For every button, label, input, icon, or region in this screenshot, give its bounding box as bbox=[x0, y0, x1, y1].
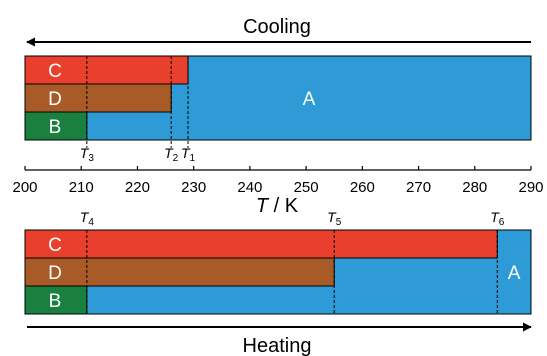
heating-phase-d-label: D bbox=[48, 263, 62, 284]
cooling-phase-c-label: C bbox=[48, 61, 62, 82]
transition-subscript: 3 bbox=[88, 153, 94, 164]
axis-tick-label: 270 bbox=[406, 179, 431, 196]
heating-phase-b-bar bbox=[24, 285, 88, 315]
transition-subscript: 1 bbox=[190, 153, 196, 164]
cooling-phase-d-label: D bbox=[48, 89, 62, 110]
heating-phase-c-label: C bbox=[48, 235, 62, 256]
cooling-phase-a-label: A bbox=[303, 89, 316, 110]
cooling-transition-label: T1 bbox=[181, 145, 196, 164]
cooling-panel-border bbox=[24, 55, 532, 141]
axis-tick-label: 210 bbox=[69, 179, 94, 196]
heating-phase-d-bar bbox=[24, 257, 335, 287]
cooling-phase-b-label: B bbox=[49, 117, 62, 138]
transition-subscript: 5 bbox=[336, 217, 342, 228]
heating-transition-label: T6 bbox=[490, 209, 505, 228]
transition-symbol: T bbox=[80, 209, 90, 225]
heating-panel-border bbox=[24, 229, 532, 315]
heating-phase-c-bar bbox=[24, 229, 498, 259]
axis-title: T / K bbox=[256, 195, 299, 217]
heating-phase-a-label: A bbox=[508, 263, 521, 284]
cooling-phase-d-bar bbox=[24, 83, 172, 113]
axis-tick-label: 220 bbox=[125, 179, 150, 196]
transition-subscript: 4 bbox=[88, 217, 94, 228]
axis-tick-label: 200 bbox=[12, 179, 37, 196]
heating-title: Heating bbox=[243, 335, 312, 356]
axis-title-symbol: T bbox=[256, 195, 270, 217]
axis-title-unit: / K bbox=[268, 195, 299, 217]
transition-symbol: T bbox=[490, 209, 500, 225]
heating-transition-label: T5 bbox=[327, 209, 342, 228]
cooling-title: Cooling bbox=[243, 16, 311, 38]
cooling-transition-label: T2 bbox=[164, 145, 179, 164]
axis-tick-label: 250 bbox=[294, 179, 319, 196]
axis-tick-label: 280 bbox=[462, 179, 487, 196]
transition-subscript: 6 bbox=[499, 217, 505, 228]
transition-symbol: T bbox=[80, 145, 90, 161]
cooling-phase-c-bar bbox=[24, 55, 189, 85]
transition-subscript: 2 bbox=[173, 153, 179, 164]
temperature-axis: 200 210 220 230 240 250 260 270 280 290 bbox=[12, 166, 544, 196]
axis-tick-label: 230 bbox=[181, 179, 206, 196]
transition-symbol: T bbox=[327, 209, 337, 225]
heating-phase-b-label: B bbox=[49, 291, 62, 312]
axis-tick-label: 260 bbox=[350, 179, 375, 196]
transition-symbol: T bbox=[181, 145, 191, 161]
axis-tick-label: 290 bbox=[518, 179, 543, 196]
heating-transition-label: T4 bbox=[80, 209, 95, 228]
transition-symbol: T bbox=[164, 145, 174, 161]
cooling-transition-label: T3 bbox=[80, 145, 95, 164]
axis-tick-label: 240 bbox=[237, 179, 262, 196]
